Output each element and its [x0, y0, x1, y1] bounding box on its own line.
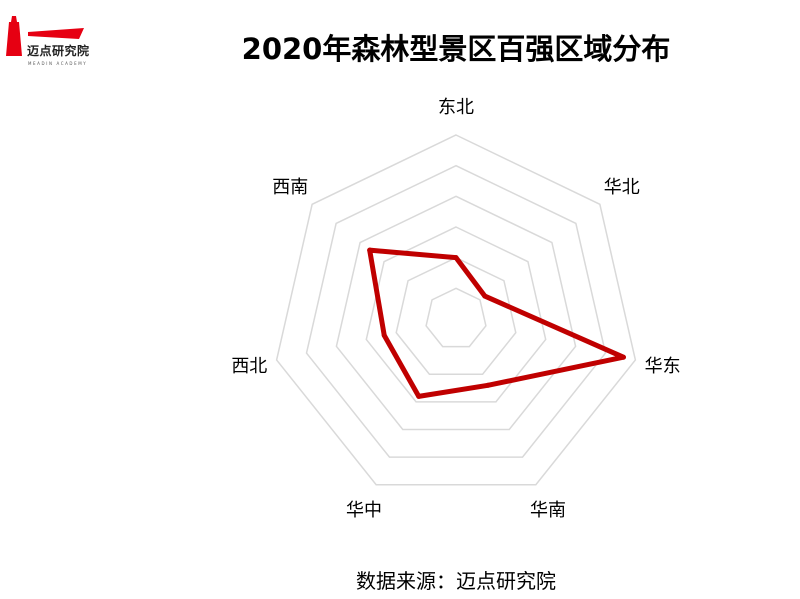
- logo-subtext: MEADIN ACADEMY: [28, 61, 88, 66]
- data-source: 数据来源：迈点研究院: [356, 569, 556, 593]
- series-line: [367, 247, 626, 399]
- grid-ring: [335, 195, 577, 431]
- grid-ring: [305, 164, 607, 458]
- chart-title: 2020年森林型景区百强区域分布: [241, 32, 671, 66]
- axis-label: 华东: [645, 356, 681, 377]
- grid-ring: [395, 256, 517, 376]
- data-point-西北: [381, 332, 387, 338]
- data-point-华中: [416, 393, 422, 399]
- data-point-华北: [482, 293, 488, 299]
- data-point-华东: [620, 354, 626, 360]
- axis-label: 西北: [231, 356, 267, 377]
- lighthouse-logo-icon: [6, 16, 84, 56]
- axis-label: 华中: [346, 500, 382, 521]
- axis-label: 华南: [530, 500, 566, 521]
- axis-label: 东北: [438, 97, 474, 118]
- grid-ring: [425, 287, 487, 348]
- data-point-东北: [453, 255, 459, 261]
- grid-ring: [365, 226, 547, 403]
- data-point-华南: [485, 382, 491, 388]
- logo-text: 迈点研究院: [27, 44, 90, 58]
- data-point-西南: [367, 247, 373, 253]
- grid-ring: [275, 134, 637, 486]
- logo: 迈点研究院 MEADIN ACADEMY: [4, 12, 116, 66]
- axis-label: 华北: [604, 177, 640, 198]
- axis-label: 西南: [272, 177, 308, 198]
